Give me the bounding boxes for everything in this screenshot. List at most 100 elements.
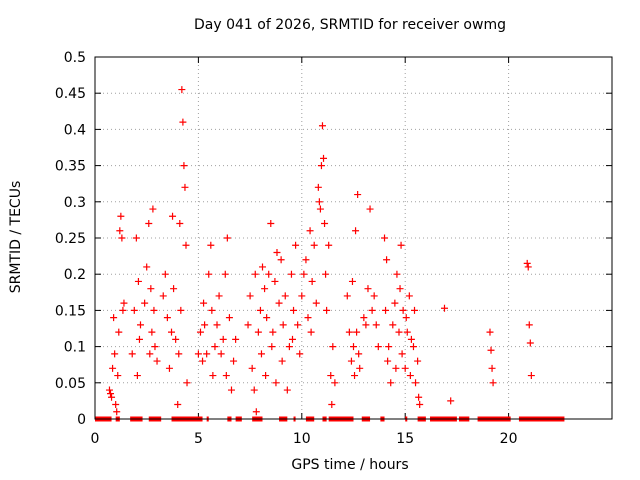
y-tick-label: 0.5 (64, 50, 86, 66)
data-point (383, 256, 391, 264)
data-point (176, 220, 184, 228)
data-point (399, 306, 407, 314)
data-point (411, 306, 419, 314)
data-point (312, 299, 320, 307)
data-point (409, 343, 417, 351)
data-point (209, 372, 217, 380)
data-point (200, 299, 208, 307)
data-point (110, 314, 118, 322)
data-point (317, 162, 325, 170)
data-point (107, 390, 115, 398)
data-point (401, 364, 409, 372)
data-point (256, 306, 264, 314)
data-point (119, 306, 127, 314)
data-point (489, 379, 497, 387)
data-point (307, 328, 315, 336)
x-tick-label: 15 (396, 431, 414, 447)
data-point (267, 220, 275, 228)
data-point (347, 357, 355, 365)
data-point (168, 328, 176, 336)
plot-frame (94, 56, 613, 420)
y-tick-label: 0.35 (55, 159, 86, 175)
data-point (440, 304, 448, 312)
data-point (148, 328, 156, 336)
x-ticks: 0 5 10 15 20 (91, 57, 518, 447)
y-tick-label: 0.15 (55, 303, 86, 319)
data-point (412, 379, 420, 387)
data-point (145, 220, 153, 228)
data-point (109, 364, 117, 372)
data-point (304, 314, 312, 322)
data-point (316, 205, 324, 213)
y-tick-label: 0.25 (55, 231, 86, 247)
data-point (112, 401, 120, 409)
data-point (288, 335, 296, 343)
y-tick-label: 0.2 (64, 267, 86, 283)
data-point (163, 314, 171, 322)
data-point (447, 397, 455, 405)
data-point (170, 285, 178, 293)
data-point (526, 339, 534, 347)
data-point (407, 335, 415, 343)
data-point (183, 379, 191, 387)
data-point (392, 364, 400, 372)
data-point (366, 205, 374, 213)
data-point (310, 241, 318, 249)
data-point (271, 277, 279, 285)
data-point (182, 241, 190, 249)
data-point (120, 299, 128, 307)
data-point (179, 118, 187, 126)
data-point (315, 198, 323, 206)
data-point (177, 306, 185, 314)
data-point (387, 379, 395, 387)
data-point (213, 321, 221, 329)
data-point (281, 292, 289, 300)
data-point (161, 270, 169, 278)
data-point (296, 350, 304, 358)
data-point (381, 234, 389, 242)
data-point (111, 350, 119, 358)
data-point (149, 205, 157, 213)
data-point (223, 234, 231, 242)
data-point (259, 263, 267, 271)
data-point (203, 350, 211, 358)
data-point (524, 263, 532, 271)
data-point (269, 328, 277, 336)
y-tick-label: 0.1 (64, 340, 86, 356)
data-point (108, 393, 116, 401)
data-point (275, 299, 283, 307)
x-axis-label: GPS time / hours (291, 457, 409, 473)
data-point (128, 350, 136, 358)
data-point (292, 241, 300, 249)
data-point (262, 372, 270, 380)
data-point (277, 256, 285, 264)
data-point (362, 321, 370, 329)
data-point (178, 86, 186, 94)
data-point (389, 321, 397, 329)
data-point (114, 372, 122, 380)
data-point (397, 241, 405, 249)
data-point (488, 364, 496, 372)
data-point (221, 270, 229, 278)
data-point (150, 306, 158, 314)
data-point (118, 234, 126, 242)
data-point (370, 292, 378, 300)
data-point (314, 183, 322, 191)
data-point (283, 386, 291, 394)
data-point (368, 306, 376, 314)
data-point (263, 314, 271, 322)
data-point (395, 328, 403, 336)
data-point (132, 234, 140, 242)
data-point (250, 386, 258, 394)
data-point (136, 321, 144, 329)
data-point (130, 306, 138, 314)
data-point (252, 408, 260, 416)
data-point (174, 401, 182, 409)
data-point (116, 227, 124, 235)
data-point (290, 306, 298, 314)
data-point (329, 343, 337, 351)
data-point (416, 401, 424, 409)
data-point (169, 212, 177, 220)
data-point (143, 263, 151, 271)
